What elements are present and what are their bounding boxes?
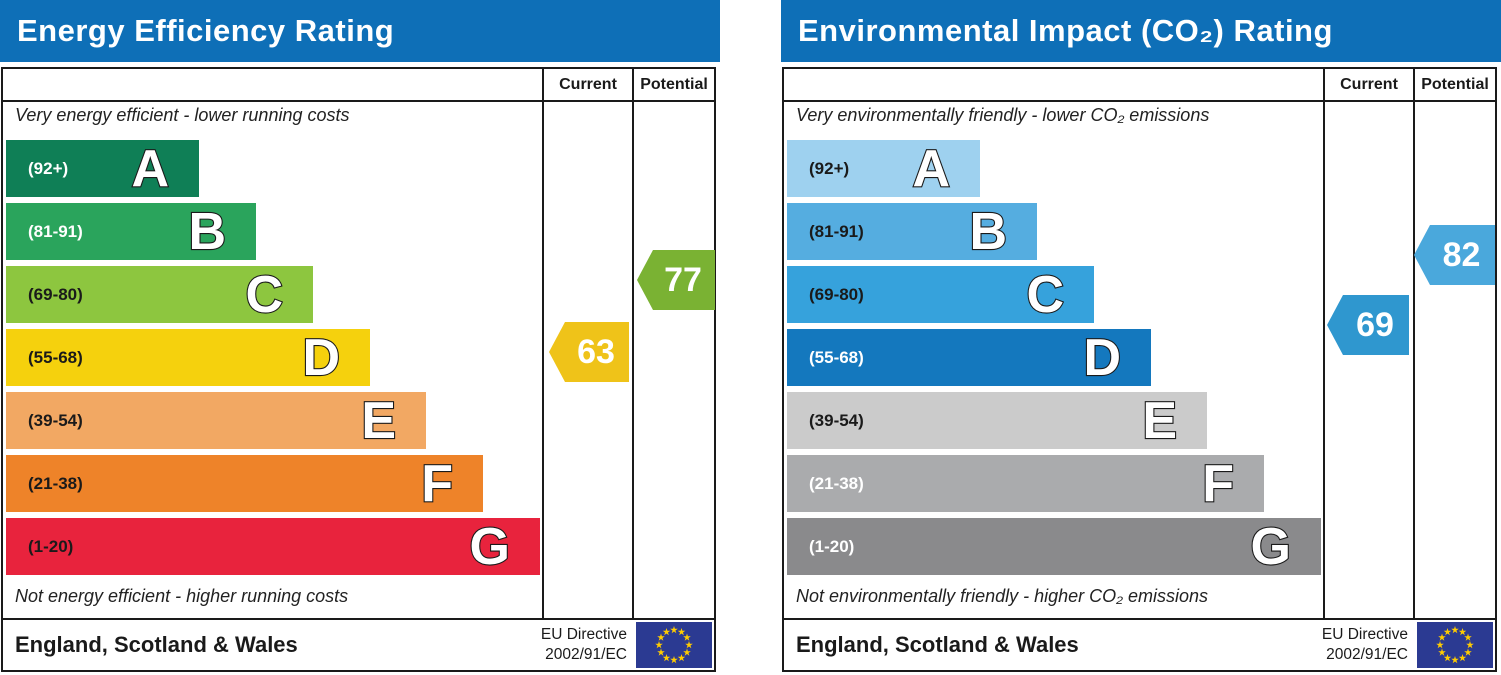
- top-note: Very environmentally friendly - lower CO…: [796, 105, 1210, 125]
- band-letter: G: [1249, 517, 1292, 576]
- eu-directive-line1: EU Directive: [1321, 625, 1408, 643]
- rating-bands: (92+) A (81-91) B (69-80) C (55-68) D (39-54) E (2…: [787, 140, 1321, 581]
- band-range-label: (69-80): [28, 284, 83, 304]
- energy-efficiency-rating-chart: Energy Efficiency Rating Current Potenti…: [0, 0, 720, 672]
- column-header-current: Current: [559, 75, 617, 93]
- band-row-e: (39-54) E: [787, 392, 1321, 455]
- bottom-note: Not environmentally friendly - higher CO…: [796, 586, 1209, 606]
- band-row-c: (69-80) C: [6, 266, 540, 329]
- band-range-label: (1-20): [28, 536, 74, 556]
- chart-title: Environmental Impact (CO₂) Rating: [781, 0, 1501, 62]
- band-letter: G: [468, 517, 511, 576]
- band-range-label: (21-38): [28, 473, 83, 493]
- band-letter: C: [1025, 265, 1065, 324]
- band-bar-c: (69-80) C: [787, 266, 1094, 323]
- band-bar-a: (92+) A: [787, 140, 980, 197]
- band-letter: A: [911, 139, 951, 198]
- band-letter: A: [130, 139, 170, 198]
- band-letter: D: [1082, 328, 1122, 387]
- band-bar-d: (55-68) D: [787, 329, 1151, 386]
- chart-title: Energy Efficiency Rating: [0, 0, 720, 62]
- region-label: England, Scotland & Wales: [796, 632, 1079, 657]
- current-rating-arrow: 63: [549, 322, 629, 382]
- band-range-label: (69-80): [809, 284, 864, 304]
- band-row-f: (21-38) F: [787, 455, 1321, 518]
- band-letter: F: [420, 454, 454, 513]
- band-range-label: (21-38): [809, 473, 864, 493]
- current-column-divider: [542, 69, 544, 618]
- band-range-label: (39-54): [28, 410, 83, 430]
- band-row-a: (92+) A: [6, 140, 540, 203]
- eu-directive-line1: EU Directive: [540, 625, 627, 643]
- potential-rating-arrow: 77: [637, 250, 715, 310]
- table-footer: England, Scotland & Wales EU Directive 2…: [784, 618, 1495, 670]
- band-bar-c: (69-80) C: [6, 266, 313, 323]
- eu-flag-icon: [636, 622, 712, 668]
- column-header-potential: Potential: [640, 75, 708, 93]
- eu-directive-line2: 2002/91/EC: [545, 646, 627, 663]
- band-row-b: (81-91) B: [787, 203, 1321, 266]
- top-note: Very energy efficient - lower running co…: [15, 105, 350, 125]
- band-range-label: (81-91): [809, 221, 864, 241]
- eu-directive-label: EU Directive 2002/91/EC: [541, 625, 627, 665]
- band-letter: B: [968, 202, 1008, 261]
- bottom-note: Not energy efficient - higher running co…: [15, 586, 349, 606]
- band-row-c: (69-80) C: [787, 266, 1321, 329]
- band-row-b: (81-91) B: [6, 203, 540, 266]
- eu-flag-icon: [1417, 622, 1493, 668]
- header-rule: [3, 100, 714, 102]
- band-row-a: (92+) A: [787, 140, 1321, 203]
- potential-column-divider: [1413, 69, 1415, 618]
- band-range-label: (55-68): [809, 347, 864, 367]
- rating-table: Current Potential Very environmentally f…: [782, 67, 1497, 672]
- rating-table: Current Potential Very energy efficient …: [1, 67, 716, 672]
- column-header-potential: Potential: [1421, 75, 1489, 93]
- current-rating-arrow: 69: [1327, 295, 1409, 355]
- band-letter: E: [1141, 391, 1178, 450]
- band-row-f: (21-38) F: [6, 455, 540, 518]
- header-rule: [784, 100, 1495, 102]
- table-footer: England, Scotland & Wales EU Directive 2…: [3, 618, 714, 670]
- band-range-label: (92+): [28, 158, 69, 178]
- environmental-impact-rating-chart: Environmental Impact (CO₂) Rating Curren…: [781, 0, 1501, 672]
- current-column-divider: [1323, 69, 1325, 618]
- eu-directive-line2: 2002/91/EC: [1326, 646, 1408, 663]
- band-bar-d: (55-68) D: [6, 329, 370, 386]
- band-row-g: (1-20) G: [787, 518, 1321, 581]
- band-range-label: (55-68): [28, 347, 83, 367]
- band-row-d: (55-68) D: [787, 329, 1321, 392]
- band-bar-g: (1-20) G: [6, 518, 540, 575]
- band-row-d: (55-68) D: [6, 329, 540, 392]
- band-bar-e: (39-54) E: [6, 392, 426, 449]
- band-range-label: (1-20): [809, 536, 855, 556]
- band-bar-f: (21-38) F: [6, 455, 483, 512]
- band-bar-a: (92+) A: [6, 140, 199, 197]
- band-letter: E: [360, 391, 397, 450]
- band-bar-e: (39-54) E: [787, 392, 1207, 449]
- band-letter: C: [244, 265, 284, 324]
- band-bar-b: (81-91) B: [787, 203, 1037, 260]
- band-range-label: (92+): [809, 158, 850, 178]
- band-letter: D: [301, 328, 341, 387]
- band-range-label: (39-54): [809, 410, 864, 430]
- potential-column-divider: [632, 69, 634, 618]
- band-bar-g: (1-20) G: [787, 518, 1321, 575]
- region-label: England, Scotland & Wales: [15, 632, 298, 657]
- band-row-e: (39-54) E: [6, 392, 540, 455]
- band-bar-f: (21-38) F: [787, 455, 1264, 512]
- band-letter: B: [187, 202, 227, 261]
- column-header-current: Current: [1340, 75, 1398, 93]
- potential-rating-arrow: 82: [1414, 225, 1495, 285]
- band-letter: F: [1201, 454, 1235, 513]
- band-bar-b: (81-91) B: [6, 203, 256, 260]
- eu-directive-label: EU Directive 2002/91/EC: [1322, 625, 1408, 665]
- band-row-g: (1-20) G: [6, 518, 540, 581]
- band-range-label: (81-91): [28, 221, 83, 241]
- rating-bands: (92+) A (81-91) B (69-80) C (55-68) D (39-54) E (2…: [6, 140, 540, 581]
